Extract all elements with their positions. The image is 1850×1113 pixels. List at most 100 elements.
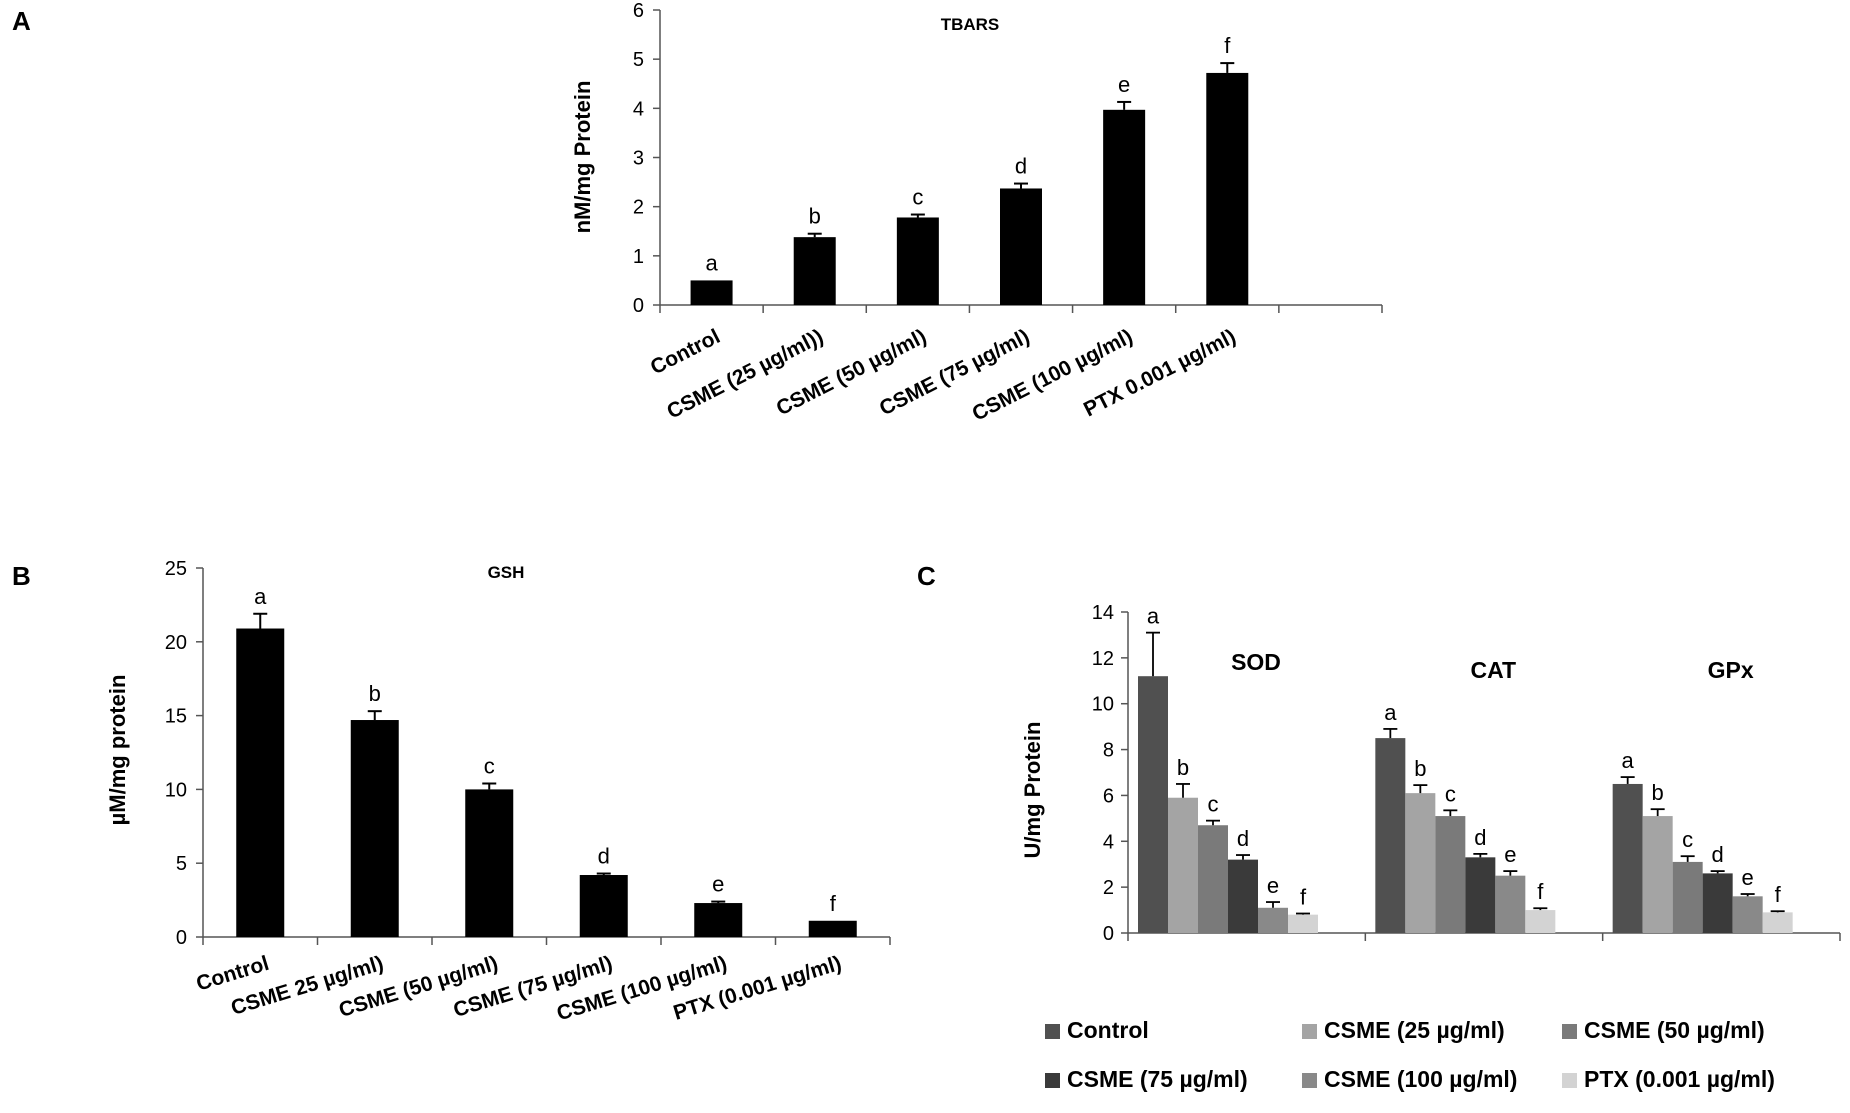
significance-label: e (1267, 873, 1279, 898)
group-label: GPx (1708, 657, 1754, 683)
significance-label: e (1742, 865, 1754, 890)
significance-label: b (369, 681, 381, 706)
legend-label: CSME (50 µg/ml) (1584, 1017, 1765, 1043)
significance-label: e (1504, 842, 1516, 867)
bar (694, 903, 743, 937)
legend-swatch (1302, 1024, 1317, 1039)
bar (1206, 72, 1249, 305)
y-tick-label: 0 (633, 295, 644, 317)
significance-label: d (1237, 826, 1249, 851)
panel-letter-b: B (12, 561, 31, 591)
legend-swatch (1562, 1024, 1577, 1039)
bar (1198, 825, 1228, 933)
bar (1525, 910, 1556, 933)
significance-label: f (1300, 885, 1307, 910)
bar (1375, 738, 1406, 933)
significance-label: f (1537, 879, 1544, 904)
y-tick-label: 14 (1092, 602, 1114, 624)
y-tick-label: 4 (1103, 831, 1114, 853)
chart-title: TBARS (941, 15, 1000, 34)
panel-letter-c: C (917, 561, 936, 591)
legend-swatch (1045, 1073, 1060, 1088)
y-tick-label: 10 (165, 779, 187, 801)
legend-label: CSME (25 µg/ml) (1324, 1017, 1505, 1043)
y-tick-label: 25 (165, 558, 187, 580)
significance-label: b (809, 204, 821, 229)
significance-label: c (1682, 827, 1693, 852)
significance-label: d (1474, 825, 1486, 850)
significance-label: b (1177, 755, 1189, 780)
bar (1732, 896, 1763, 933)
bar (1612, 783, 1643, 933)
legend-label: Control (1067, 1017, 1149, 1043)
panel-letter-a: A (12, 6, 31, 36)
significance-label: a (254, 584, 267, 609)
y-axis-label: nM/mg Protein (570, 81, 595, 234)
legend-label: PTX (0.001 µg/ml) (1584, 1066, 1775, 1092)
significance-label: c (912, 185, 923, 210)
bar (236, 628, 285, 937)
y-tick-label: 4 (633, 98, 644, 120)
y-tick-label: 10 (1092, 694, 1114, 716)
legend-swatch (1562, 1073, 1577, 1088)
significance-label: d (1015, 154, 1027, 179)
y-tick-label: 8 (1103, 740, 1114, 762)
bar (1138, 676, 1168, 933)
significance-label: e (1118, 72, 1130, 97)
y-axis-label: U/mg Protein (1020, 722, 1045, 859)
y-tick-label: 20 (165, 632, 187, 654)
bar (1672, 861, 1703, 933)
bar (793, 237, 836, 305)
legend-swatch (1045, 1024, 1060, 1039)
significance-label: a (705, 250, 718, 275)
y-tick-label: 6 (1103, 785, 1114, 807)
bar (1288, 914, 1318, 933)
legend-label: CSME (100 µg/ml) (1324, 1066, 1517, 1092)
bar (350, 720, 399, 937)
bar (465, 789, 514, 937)
y-tick-label: 1 (633, 246, 644, 268)
group-label: SOD (1231, 649, 1281, 675)
bar (1435, 816, 1466, 933)
bar (1762, 912, 1793, 933)
bar (1258, 907, 1288, 933)
significance-label: a (1147, 604, 1160, 629)
bar (808, 920, 857, 937)
y-tick-label: 12 (1092, 648, 1114, 670)
legend-label: CSME (75 µg/ml) (1067, 1066, 1248, 1092)
bar (1168, 797, 1198, 933)
significance-label: b (1414, 756, 1426, 781)
significance-label: a (1384, 700, 1397, 725)
bar (1405, 793, 1436, 933)
y-tick-label: 0 (176, 927, 187, 949)
y-tick-label: 0 (1103, 923, 1114, 945)
significance-label: e (712, 872, 724, 897)
bar (1465, 857, 1496, 933)
bar (1228, 859, 1258, 933)
significance-label: f (830, 891, 837, 916)
chart-title: GSH (488, 563, 525, 582)
bar (579, 875, 628, 937)
y-tick-label: 3 (633, 148, 644, 170)
significance-label: b (1652, 780, 1664, 805)
y-axis-label: µM/mg protein (105, 675, 130, 826)
bar (896, 217, 939, 305)
y-tick-label: 6 (633, 0, 644, 22)
significance-label: d (598, 844, 610, 869)
y-tick-label: 5 (176, 853, 187, 875)
significance-label: c (1208, 792, 1219, 817)
x-category-label: Control (647, 325, 724, 379)
significance-label: a (1622, 748, 1635, 773)
significance-label: f (1224, 33, 1231, 58)
y-tick-label: 15 (165, 706, 187, 728)
significance-label: c (484, 753, 495, 778)
significance-label: d (1712, 842, 1724, 867)
group-label: CAT (1471, 657, 1517, 683)
y-tick-label: 2 (633, 197, 644, 219)
y-tick-label: 5 (633, 49, 644, 71)
bar (1000, 188, 1042, 305)
